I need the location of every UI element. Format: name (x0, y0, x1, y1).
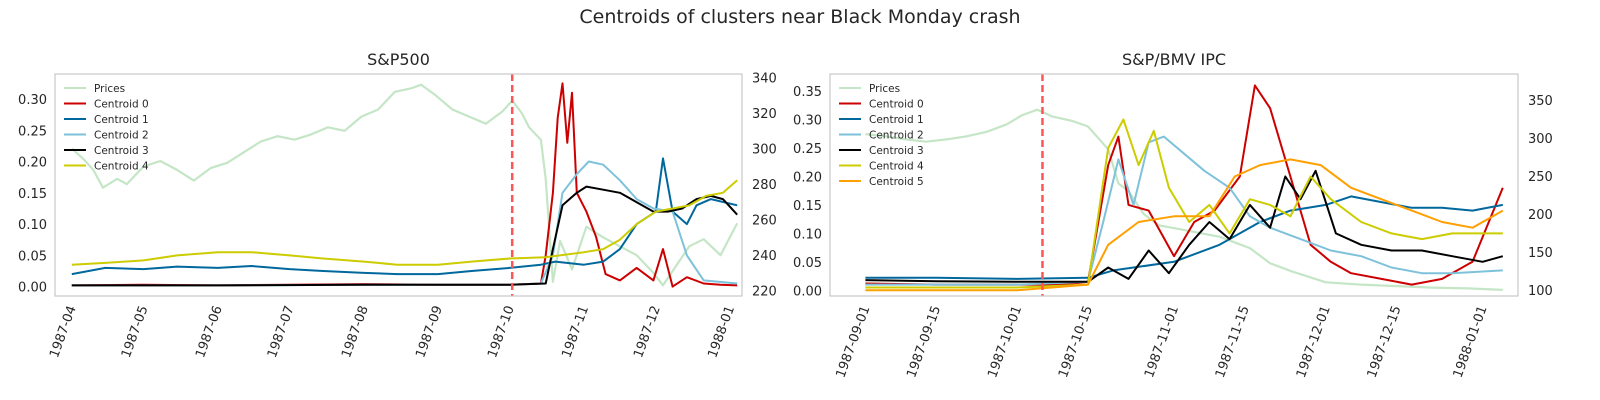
series-line-centroid-4 (865, 118, 1503, 289)
y-tick-label-left: 0.25 (793, 142, 822, 157)
figure-title: Centroids of clusters near Black Monday … (579, 6, 1020, 28)
y-tick-label-left: 0.05 (18, 249, 47, 264)
x-tick-label: 1987-11 (559, 304, 592, 360)
legend-label: Centroid 1 (94, 114, 149, 126)
legend-label: Prices (869, 83, 900, 95)
x-tick-label: 1987-08 (339, 304, 372, 360)
y-tick-label-left: 0.00 (18, 281, 47, 296)
x-tick-label: 1988-01-01 (1451, 304, 1491, 380)
y-tick-label-right: 340 (752, 72, 777, 87)
x-tick-label: 1987-06 (193, 304, 226, 360)
series-lines (865, 84, 1504, 292)
x-tick-label: 1987-09-01 (834, 304, 874, 380)
y-tick-label-left: 0.20 (793, 170, 822, 185)
y-tick-label-right: 260 (752, 214, 777, 229)
panel-bmv-ipc: S&P/BMV IPC 0.00 0.05 0.10 0.15 0.20 0.25 0.30 0… (793, 50, 1553, 380)
y-tick-label-left: 0.05 (793, 256, 822, 271)
x-tick-label: 1987-09-15 (904, 304, 944, 380)
legend-label: Centroid 4 (869, 161, 924, 173)
legend-label: Centroid 0 (869, 99, 924, 111)
legend-label: Centroid 5 (869, 176, 924, 188)
y-tick-label-right: 220 (752, 285, 777, 300)
y-tick-label-right: 300 (752, 143, 777, 158)
legend-label: Centroid 3 (869, 145, 924, 157)
legend-label: Centroid 4 (94, 161, 149, 173)
y-tick-label-right: 250 (1528, 170, 1553, 185)
x-tick-label: 1987-04 (47, 304, 80, 360)
series-line-prices (71, 83, 739, 287)
axes-frame (54, 73, 743, 297)
x-tick-label: 1987-07 (265, 304, 298, 360)
panel-title: S&P/BMV IPC (1122, 50, 1226, 69)
series-line-centroid-2 (865, 135, 1503, 286)
x-tick-label: 1987-12-01 (1294, 304, 1334, 380)
series-line-centroid-3 (71, 185, 738, 287)
y-tick-label-right: 240 (752, 249, 777, 264)
y-tick-label-right: 100 (1528, 284, 1553, 299)
y-tick-label-right: 320 (752, 107, 777, 122)
x-tick-label: 1988-01 (705, 304, 738, 360)
legend-label: Centroid 1 (869, 114, 924, 126)
series-line-centroid-1 (71, 157, 738, 276)
y-tick-label-left: 0.35 (793, 85, 822, 100)
x-tick-label: 1987-12 (631, 304, 664, 360)
series-line-centroid-4 (71, 179, 738, 266)
y-tick-label-right: 300 (1528, 132, 1553, 147)
x-tick-label: 1987-05 (119, 304, 152, 360)
x-tick-label: 1987-10 (485, 304, 518, 360)
legend-label: Prices (94, 83, 125, 95)
series-line-prices (865, 108, 1503, 291)
y-tick-label-right: 200 (1528, 208, 1553, 223)
x-tick-label: 1987-12-15 (1365, 304, 1405, 380)
y-tick-label-right: 350 (1528, 94, 1553, 109)
y-tick-label-left: 0.30 (793, 114, 822, 129)
series-line-centroid-1 (865, 195, 1503, 280)
series-line-centroid-0 (865, 84, 1504, 286)
x-tick-label: 1987-11-15 (1213, 304, 1253, 380)
legend-label: Centroid 2 (94, 130, 149, 142)
series-line-centroid-5 (865, 158, 1504, 292)
y-tick-label-left: 0.10 (18, 218, 47, 233)
legend-label: Centroid 2 (869, 130, 924, 142)
panel-sp500: S&P500 0.00 0.05 0.10 0.15 0.20 0.25 0.30 220 240… (18, 50, 777, 360)
axes-frame (829, 73, 1519, 297)
series-line-centroid-3 (865, 169, 1504, 283)
panel-title: S&P500 (367, 50, 430, 69)
legend: Prices Centroid 0 Centroid 1 Centroid 2 Cent… (64, 83, 149, 173)
legend-label: Centroid 3 (94, 145, 149, 157)
y-tick-label-left: 0.30 (18, 93, 47, 108)
x-tick-label: 1987-09 (413, 304, 446, 360)
legend: Prices Centroid 0 Centroid 1 Centroid 2 Cent… (839, 83, 924, 188)
y-tick-label-left: 0.15 (793, 199, 822, 214)
x-tick-label: 1987-11-01 (1142, 304, 1182, 380)
y-tick-label-left: 0.15 (18, 187, 47, 202)
y-tick-label-left: 0.20 (18, 156, 47, 171)
y-tick-label-right: 280 (752, 178, 777, 193)
x-tick-label: 1987-10-01 (985, 304, 1025, 380)
series-lines (71, 82, 739, 288)
y-tick-label-left: 0.10 (793, 227, 822, 242)
y-tick-label-right: 150 (1528, 246, 1553, 261)
y-tick-label-left: 0.00 (793, 284, 822, 299)
legend-label: Centroid 0 (94, 99, 149, 111)
x-tick-label: 1987-10-15 (1056, 304, 1096, 380)
y-tick-label-left: 0.25 (18, 124, 47, 139)
